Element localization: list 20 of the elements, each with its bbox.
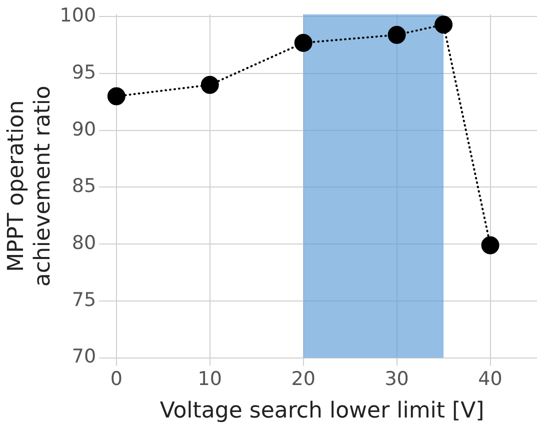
point <box>434 16 453 34</box>
y-axis-title: MPPT operation achievement ratio <box>4 86 56 287</box>
x-axis-title: Voltage search lower limit [V] <box>160 398 484 424</box>
y-tick-label: 75 <box>72 288 96 311</box>
point <box>481 236 500 254</box>
x-tick-label: 30 <box>384 368 409 390</box>
y-tick-label: 70 <box>72 346 96 368</box>
y-tick-label: 85 <box>72 175 96 198</box>
y-tick-label: 80 <box>72 232 96 254</box>
y-tick-label: 95 <box>72 61 96 84</box>
point <box>294 34 312 52</box>
y-tick-label: 100 <box>60 4 96 27</box>
x-tick-label: 10 <box>198 368 222 390</box>
x-tick-label: 40 <box>478 368 502 390</box>
y-tick-label: 90 <box>72 118 96 140</box>
point <box>200 76 219 94</box>
x-tick-label: 20 <box>291 368 316 390</box>
point <box>388 26 406 44</box>
point <box>107 87 126 106</box>
x-tick-label: 0 <box>110 368 122 390</box>
